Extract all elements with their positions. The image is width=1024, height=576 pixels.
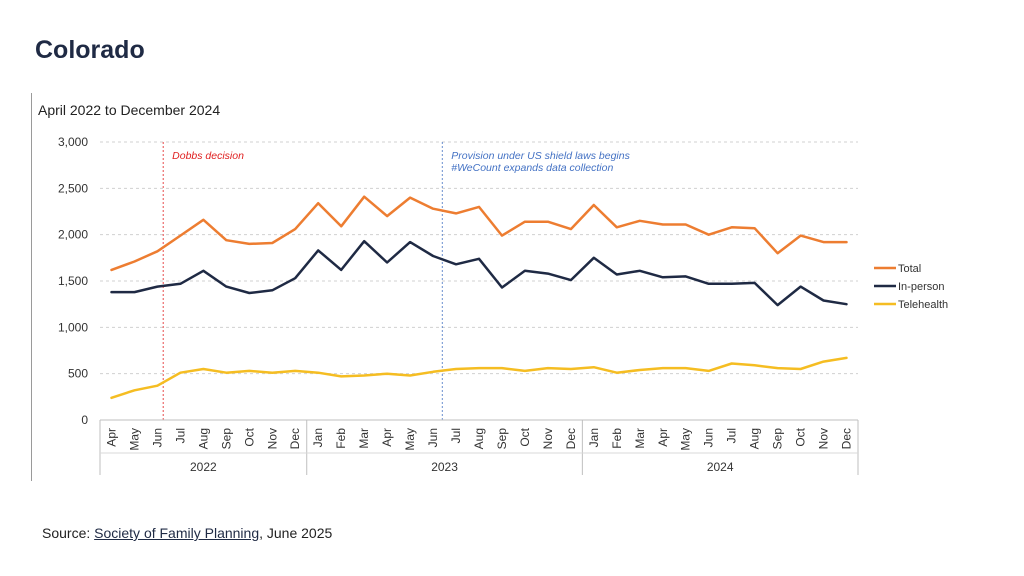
- x-tick-label: Mar: [357, 428, 371, 449]
- x-tick-label: Jul: [173, 428, 187, 443]
- x-tick-label: Jan: [311, 428, 325, 447]
- y-tick-label: 1,000: [58, 320, 88, 334]
- x-tick-label: Sep: [495, 428, 509, 450]
- page-title: Colorado: [35, 36, 145, 64]
- annotation-label: #WeCount expands data collection: [451, 162, 613, 174]
- series-line-in-person: [110, 239, 848, 307]
- x-tick-label: Dec: [564, 428, 578, 449]
- legend-label: Telehealth: [898, 299, 948, 311]
- source-suffix: , June 2025: [259, 525, 333, 541]
- x-tick-label: Nov: [541, 428, 555, 449]
- series-line-total: [110, 195, 848, 272]
- x-tick-label: Apr: [656, 428, 670, 447]
- legend-label: Total: [898, 263, 921, 275]
- source-line: Source: Society of Family Planning, June…: [42, 525, 332, 541]
- x-tick-label: Jul: [725, 428, 739, 443]
- x-tick-label: Dec: [288, 428, 302, 449]
- x-tick-label: Jun: [150, 428, 164, 447]
- annotation-label: Provision under US shield laws begins: [451, 150, 630, 162]
- x-tick-label: Feb: [610, 428, 624, 449]
- year-label: 2023: [431, 460, 458, 474]
- x-tick-label: Apr: [104, 428, 118, 447]
- chart-title: April 2022 to December 2024: [38, 102, 220, 118]
- x-tick-label: May: [403, 428, 417, 451]
- x-tick-label: May: [127, 428, 141, 451]
- y-tick-label: 0: [81, 413, 88, 427]
- y-tick-label: 3,000: [58, 135, 88, 149]
- x-tick-label: Jan: [587, 428, 601, 447]
- legend-label: In-person: [898, 281, 944, 293]
- y-tick-label: 2,000: [58, 228, 88, 242]
- x-tick-label: Mar: [633, 428, 647, 449]
- x-tick-label: May: [679, 428, 693, 451]
- source-link[interactable]: Society of Family Planning: [94, 525, 260, 541]
- x-tick-label: Jun: [702, 428, 716, 447]
- y-tick-label: 2,500: [58, 181, 88, 195]
- line-chart: April 2022 to December 2024 Dobbs decisi…: [38, 102, 948, 475]
- x-tick-label: Aug: [748, 428, 762, 449]
- x-tick-label: Oct: [794, 427, 808, 446]
- year-label: 2022: [190, 460, 217, 474]
- left-divider: [31, 93, 32, 481]
- x-tick-label: Nov: [265, 428, 279, 449]
- x-tick-label: Jul: [449, 428, 463, 443]
- x-tick-label: Nov: [817, 428, 831, 449]
- x-tick-label: Aug: [472, 428, 486, 449]
- x-tick-label: Apr: [380, 428, 394, 447]
- x-tick-label: Aug: [196, 428, 210, 449]
- year-label: 2024: [707, 460, 734, 474]
- x-tick-label: Sep: [219, 428, 233, 450]
- x-tick-label: Jun: [426, 428, 440, 447]
- source-prefix: Source:: [42, 525, 95, 541]
- series-line-telehealth: [110, 356, 848, 400]
- x-tick-label: Sep: [771, 428, 785, 450]
- y-tick-label: 500: [68, 367, 88, 381]
- x-tick-label: Dec: [840, 428, 854, 449]
- x-tick-label: Oct: [242, 427, 256, 446]
- x-tick-label: Oct: [518, 427, 532, 446]
- annotation-label: Dobbs decision: [172, 150, 244, 162]
- y-tick-label: 1,500: [58, 274, 88, 288]
- x-tick-label: Feb: [334, 428, 348, 449]
